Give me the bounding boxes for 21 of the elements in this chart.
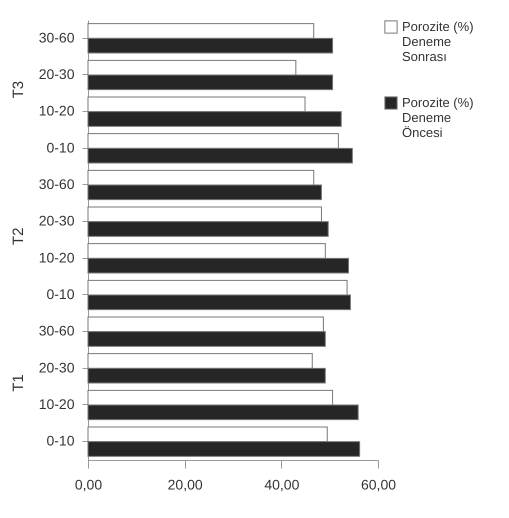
y-tick-label: 30-60 bbox=[38, 176, 75, 192]
y-tick-label: 0-10 bbox=[46, 432, 75, 449]
y-tick-label: 30-60 bbox=[38, 322, 75, 339]
legend-label: Porozite (%) Deneme Öncesi bbox=[402, 95, 474, 140]
y-tick-label: 20-30 bbox=[38, 212, 75, 229]
x-tick-label: 0,00 bbox=[74, 476, 102, 492]
x-tick-label: 20,00 bbox=[168, 476, 203, 492]
y-tick-label: 30-60 bbox=[38, 29, 75, 46]
text: T1 bbox=[10, 374, 27, 392]
y-tick-label: 20-30 bbox=[38, 359, 75, 376]
text: T2 bbox=[10, 228, 27, 246]
x-tick-label: 40,00 bbox=[264, 476, 300, 492]
y-tick-label: 10-20 bbox=[38, 102, 75, 119]
y-tick-label: 0-10 bbox=[46, 286, 75, 302]
y-tick-label: 0-10 bbox=[46, 139, 75, 156]
y-tick-label: 10-20 bbox=[38, 249, 75, 266]
y-tick-label: 20-30 bbox=[38, 66, 75, 82]
y-tick-label: 10-20 bbox=[38, 396, 75, 412]
legend-label: Porozite (%) Deneme Sonrası bbox=[402, 19, 474, 64]
x-tick-label: 60,00 bbox=[360, 476, 396, 492]
text: T3 bbox=[10, 80, 27, 98]
